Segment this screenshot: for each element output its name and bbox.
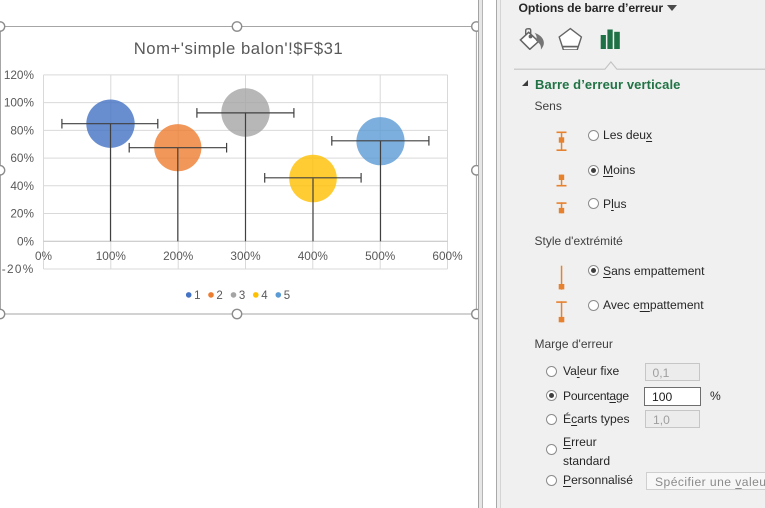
svg-text:2: 2 (216, 290, 222, 302)
svg-text:3: 3 (239, 290, 245, 302)
svg-text:20%: 20% (10, 207, 34, 221)
svg-text:80%: 80% (10, 123, 34, 137)
svg-text:-20%: -20% (2, 262, 35, 276)
svg-text:0%: 0% (17, 234, 35, 248)
svg-text:5: 5 (284, 290, 290, 302)
svg-text:40%: 40% (10, 179, 34, 193)
svg-text:200%: 200% (163, 249, 194, 263)
svg-text:100%: 100% (4, 96, 35, 110)
svg-text:Nom+'simple balon'!$F$31: Nom+'simple balon'!$F$31 (134, 39, 343, 58)
svg-text:300%: 300% (230, 249, 261, 263)
svg-text:0%: 0% (35, 249, 53, 263)
svg-text:500%: 500% (365, 249, 396, 263)
svg-text:600%: 600% (432, 249, 463, 263)
svg-text:1: 1 (194, 290, 200, 302)
svg-text:400%: 400% (298, 249, 329, 263)
svg-text:4: 4 (261, 290, 268, 302)
svg-text:100%: 100% (96, 249, 127, 263)
svg-text:60%: 60% (10, 151, 34, 165)
svg-text:120%: 120% (4, 68, 35, 82)
